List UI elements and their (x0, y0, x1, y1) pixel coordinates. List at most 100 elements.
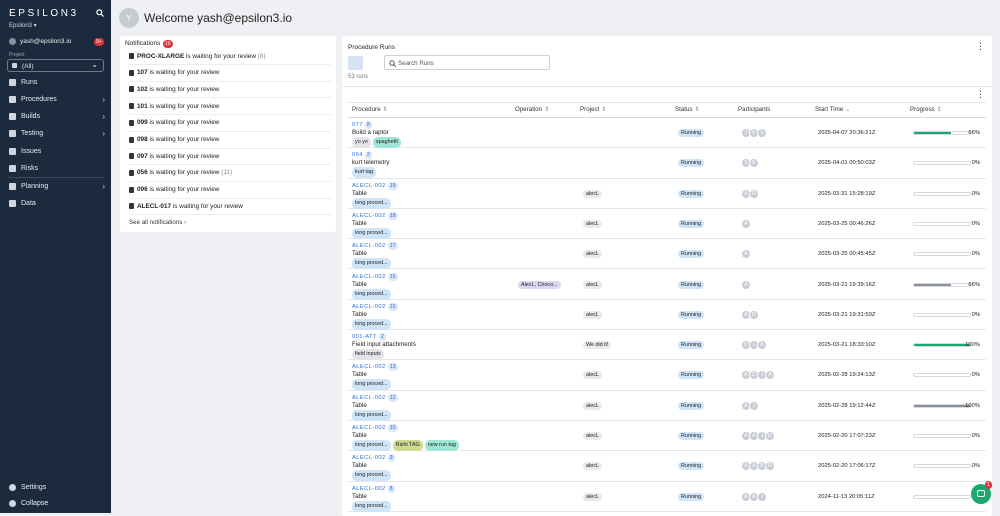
procedure-id[interactable]: ALECL-002 (352, 243, 386, 250)
run-row[interactable]: ALECL-002 13 Table long proced... alecL Runni… (348, 360, 986, 391)
column-header[interactable]: Operation ⇕ (515, 106, 549, 113)
run-row[interactable]: ALECL-002 18 Table long proced... alecL Runni… (348, 209, 986, 240)
column-header[interactable]: Start Time ⌄ (815, 106, 850, 113)
kebab[interactable]: ⋮ (976, 41, 985, 51)
notification[interactable]: ALECL-017 is waiting for your review (129, 198, 331, 216)
start-time: 2025-02-20 17:07:23Z (818, 433, 876, 439)
list-view[interactable] (348, 56, 363, 70)
notification[interactable]: 107 is waiting for your review (129, 65, 331, 82)
procedure-id[interactable]: 064 (352, 152, 363, 159)
column-header[interactable]: Participants (738, 106, 770, 113)
workspace[interactable]: Epsilon3 ▾ (9, 23, 37, 29)
procedure-id[interactable]: ALECL-002 (352, 182, 386, 189)
notification[interactable]: 099 is waiting for your review (129, 115, 331, 132)
run-number: 2 (378, 333, 386, 342)
search-box[interactable]: Search Runs (384, 55, 550, 70)
nav-item[interactable]: Planning › (9, 182, 105, 191)
notification-text: 097 is waiting for your review (137, 153, 219, 160)
procedure-name: Table (352, 371, 367, 379)
participant-avatar: K (749, 158, 759, 169)
notification[interactable]: 102 is waiting for your review (129, 81, 331, 99)
project: alecL (583, 310, 602, 319)
run-row[interactable]: ALECL-002 9 Table long proced... alecL Runnin… (348, 451, 986, 482)
notification-message: is waiting for your review (147, 152, 220, 160)
procedure-id[interactable]: 001-ATT (352, 334, 377, 341)
user-email[interactable]: yash@epsilon3.io (20, 38, 72, 45)
procedure-name: Field input attachments (352, 341, 416, 349)
run-number: 12 (387, 393, 398, 402)
run-row[interactable]: ALECL-002 10 Table long proced... Rishi TAG n… (348, 421, 986, 452)
procedure-id[interactable]: ALECL-002 (352, 394, 386, 401)
notification-message: is waiting for your review (147, 169, 220, 177)
search-icon[interactable] (96, 9, 104, 17)
procedure-id[interactable]: ALECL-002 (352, 212, 386, 219)
progress-track (913, 252, 971, 257)
participant-avatar: A (741, 249, 751, 260)
procedure-id-line: ALECL-002 16 (352, 272, 512, 281)
nav-item[interactable]: Data (9, 200, 105, 207)
run-row[interactable]: ALECL-002 16 Table long proced... AlecL, Cho… (348, 270, 986, 300)
runs-title: Procedure Runs (348, 44, 395, 51)
tree-view[interactable] (365, 56, 380, 70)
tags: long proced... (352, 258, 512, 270)
column-header[interactable]: Progress ⇕ (910, 106, 942, 113)
run-row[interactable]: ALECL-002 8 Table long proced... alecL Runnin… (348, 482, 986, 512)
run-row[interactable]: ALECL-002 15 Table long proced... alecL Runni… (348, 300, 986, 331)
nav-item[interactable]: Runs (9, 79, 105, 86)
column-header[interactable]: Procedure ⇕ (352, 106, 388, 113)
run-number: 17 (387, 242, 398, 251)
see-all[interactable]: See all notifications › (129, 219, 187, 226)
notification[interactable]: 097 is waiting for your review (129, 148, 331, 166)
procedure-id[interactable]: ALECL-002 (352, 455, 386, 462)
procedure-id[interactable]: ALECL-002 (352, 303, 386, 310)
run-row[interactable]: 064 2 kurt telemetry kurt tag Running S K 2025-… (348, 148, 986, 179)
notification[interactable]: PROC-XLARGE is waiting for your review (… (129, 48, 331, 65)
procedure-id[interactable]: ALECL-002 (352, 425, 386, 431)
nav-item[interactable]: Testing › (9, 129, 105, 138)
run-row[interactable]: ALECL-002 17 Table long proced... alecL Runni… (348, 239, 986, 270)
run-row[interactable]: 077 8 Build a raptor yo yo spaghetti Running J… (348, 118, 986, 149)
tags: long proced... (352, 318, 512, 330)
nav-item[interactable]: Procedures › (9, 95, 105, 104)
notification[interactable]: 098 is waiting for your review (129, 132, 331, 149)
run-row[interactable]: ALECL-002 12 Table long proced... alecL Runni… (348, 391, 986, 421)
procedure-id-line: ALECL-002 17 (352, 242, 512, 251)
kebab[interactable]: ⋮ (976, 89, 985, 99)
chat-button[interactable]: 1 (971, 481, 992, 504)
nav-item[interactable]: Issues (9, 148, 105, 155)
procedure-id[interactable]: ALECL-002 (352, 485, 386, 492)
procedure-name: Table (352, 219, 367, 227)
project: alecL (583, 280, 602, 289)
tags: long proced... (352, 409, 512, 421)
procedure-id[interactable]: ALECL-002 (352, 273, 386, 280)
column-header[interactable]: Status ⇕ (675, 106, 700, 113)
column-header[interactable]: Project ⇕ (580, 106, 606, 113)
start-time: 2025-03-31 15:28:19Z (818, 190, 876, 197)
nav-item[interactable]: Collapse (9, 500, 105, 507)
procedure-id[interactable]: 077 (352, 122, 363, 128)
project: alecL (583, 219, 602, 228)
procedure-cell: ALECL-002 8 Table long proced... (352, 484, 512, 512)
project-select[interactable]: (All) ⌄ (7, 59, 104, 72)
run-number: 10 (387, 424, 398, 432)
nav-item[interactable]: Builds › (9, 112, 105, 121)
sort-icon: ⇕ (382, 106, 388, 113)
procedure-cell: ALECL-002 12 Table long proced... (352, 393, 512, 421)
project: alecL (583, 432, 602, 440)
run-number: 18 (387, 211, 398, 220)
progress-track (913, 221, 971, 226)
nav-item[interactable]: Settings (9, 484, 105, 491)
notification[interactable]: 096 is waiting for your review (129, 182, 331, 199)
procedure-name: Table (352, 462, 367, 470)
notification[interactable]: 056 is waiting for your review (11) (129, 165, 331, 182)
procedure-id[interactable]: ALECL-002 (352, 364, 386, 371)
run-row[interactable]: 001-ATT 2 Field input attachments field inp… (348, 330, 986, 361)
start-time: 2025-02-28 19:24:13Z (818, 372, 876, 379)
status: Running (678, 189, 705, 198)
project: alecL (583, 492, 602, 501)
notification[interactable]: 101 is waiting for your review (129, 98, 331, 116)
notification-id: 107 (137, 69, 148, 77)
nav-item[interactable]: Risks (9, 165, 105, 172)
run-row[interactable]: ALECL-002 19 Table long proced... alecL Runni… (348, 179, 986, 209)
status: Running (678, 159, 705, 168)
